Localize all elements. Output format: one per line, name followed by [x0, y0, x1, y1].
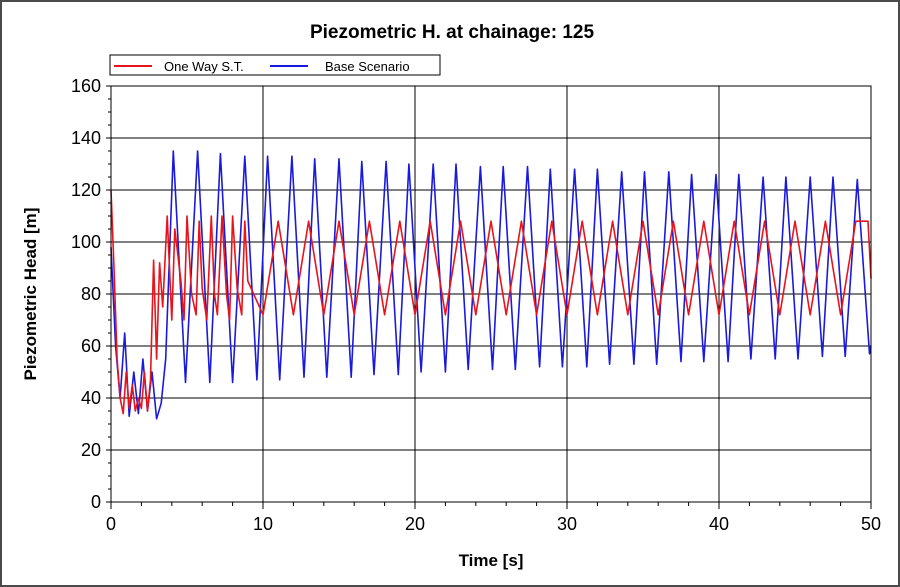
- y-tick-label: 120: [71, 180, 101, 200]
- y-axis-title: Piezometric Head [m]: [21, 208, 40, 381]
- x-tick-label: 40: [709, 514, 729, 534]
- axes: 0 20 40 60 80 100 120 140 160 0 10 20 30 40 50: [71, 76, 881, 534]
- x-tick-label: 30: [557, 514, 577, 534]
- y-tick-label: 140: [71, 128, 101, 148]
- x-axis-title: Time [s]: [459, 551, 524, 570]
- chart-title: Piezometric H. at chainage: 125: [310, 22, 594, 43]
- y-tick-label: 60: [81, 336, 101, 356]
- x-tick-label: 0: [106, 514, 116, 534]
- y-tick-label: 160: [71, 76, 101, 96]
- series-layer: [110, 150, 872, 420]
- y-tick-label: 40: [81, 388, 101, 408]
- grid: [111, 86, 871, 502]
- x-tick-label: 10: [253, 514, 273, 534]
- x-tick-label: 20: [405, 514, 425, 534]
- y-tick-label: 20: [81, 440, 101, 460]
- y-tick-label: 0: [91, 492, 101, 512]
- legend-label-base-scenario: Base Scenario: [325, 59, 410, 74]
- series-line-one-way-s-t: [110, 189, 872, 415]
- y-tick-label: 80: [81, 284, 101, 304]
- x-tick-label: 50: [861, 514, 881, 534]
- legend: One Way S.T. Base Scenario: [109, 54, 441, 76]
- series-line-base-scenario: [110, 150, 872, 420]
- y-tick-label: 100: [71, 232, 101, 252]
- legend-label-one-way-st: One Way S.T.: [164, 59, 244, 74]
